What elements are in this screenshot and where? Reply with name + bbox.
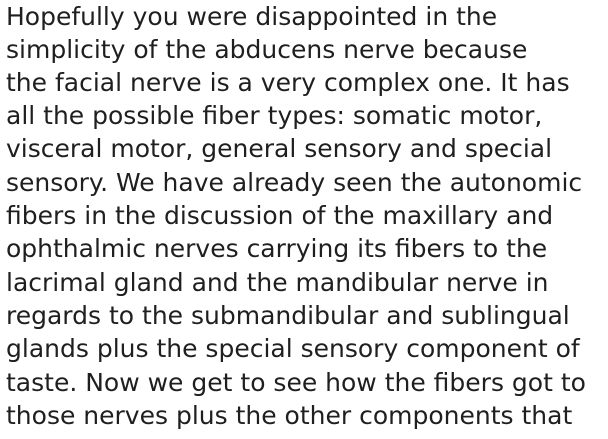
paragraph-line: visceral motor, general sensory and spec…	[6, 134, 553, 163]
paragraph-line: regards to the submandibular and subling…	[6, 301, 570, 330]
paragraph-line: those nerves plus the other components t…	[6, 401, 573, 430]
paragraph-line: all the possible fiber types: somatic mo…	[6, 101, 543, 130]
paragraph-line: lacrimal gland and the mandibular nerve …	[6, 268, 549, 297]
paragraph-line: taste. Now we get to see how the fibers …	[6, 368, 586, 397]
paragraph-line: fibers in the discussion of the maxillar…	[6, 201, 554, 230]
paragraph-line: ophthalmic nerves carrying its fibers to…	[6, 234, 548, 263]
paragraph-line: sensory. We have already seen the autono…	[6, 168, 583, 197]
paragraph-line: Hopefully you were disappointed in the	[6, 2, 498, 31]
paragraph-line: the facial nerve is a very complex one. …	[6, 68, 570, 97]
paragraph-line: glands plus the special sensory componen…	[6, 334, 580, 363]
paragraph-line: simplicity of the abducens nerve because	[6, 35, 528, 64]
